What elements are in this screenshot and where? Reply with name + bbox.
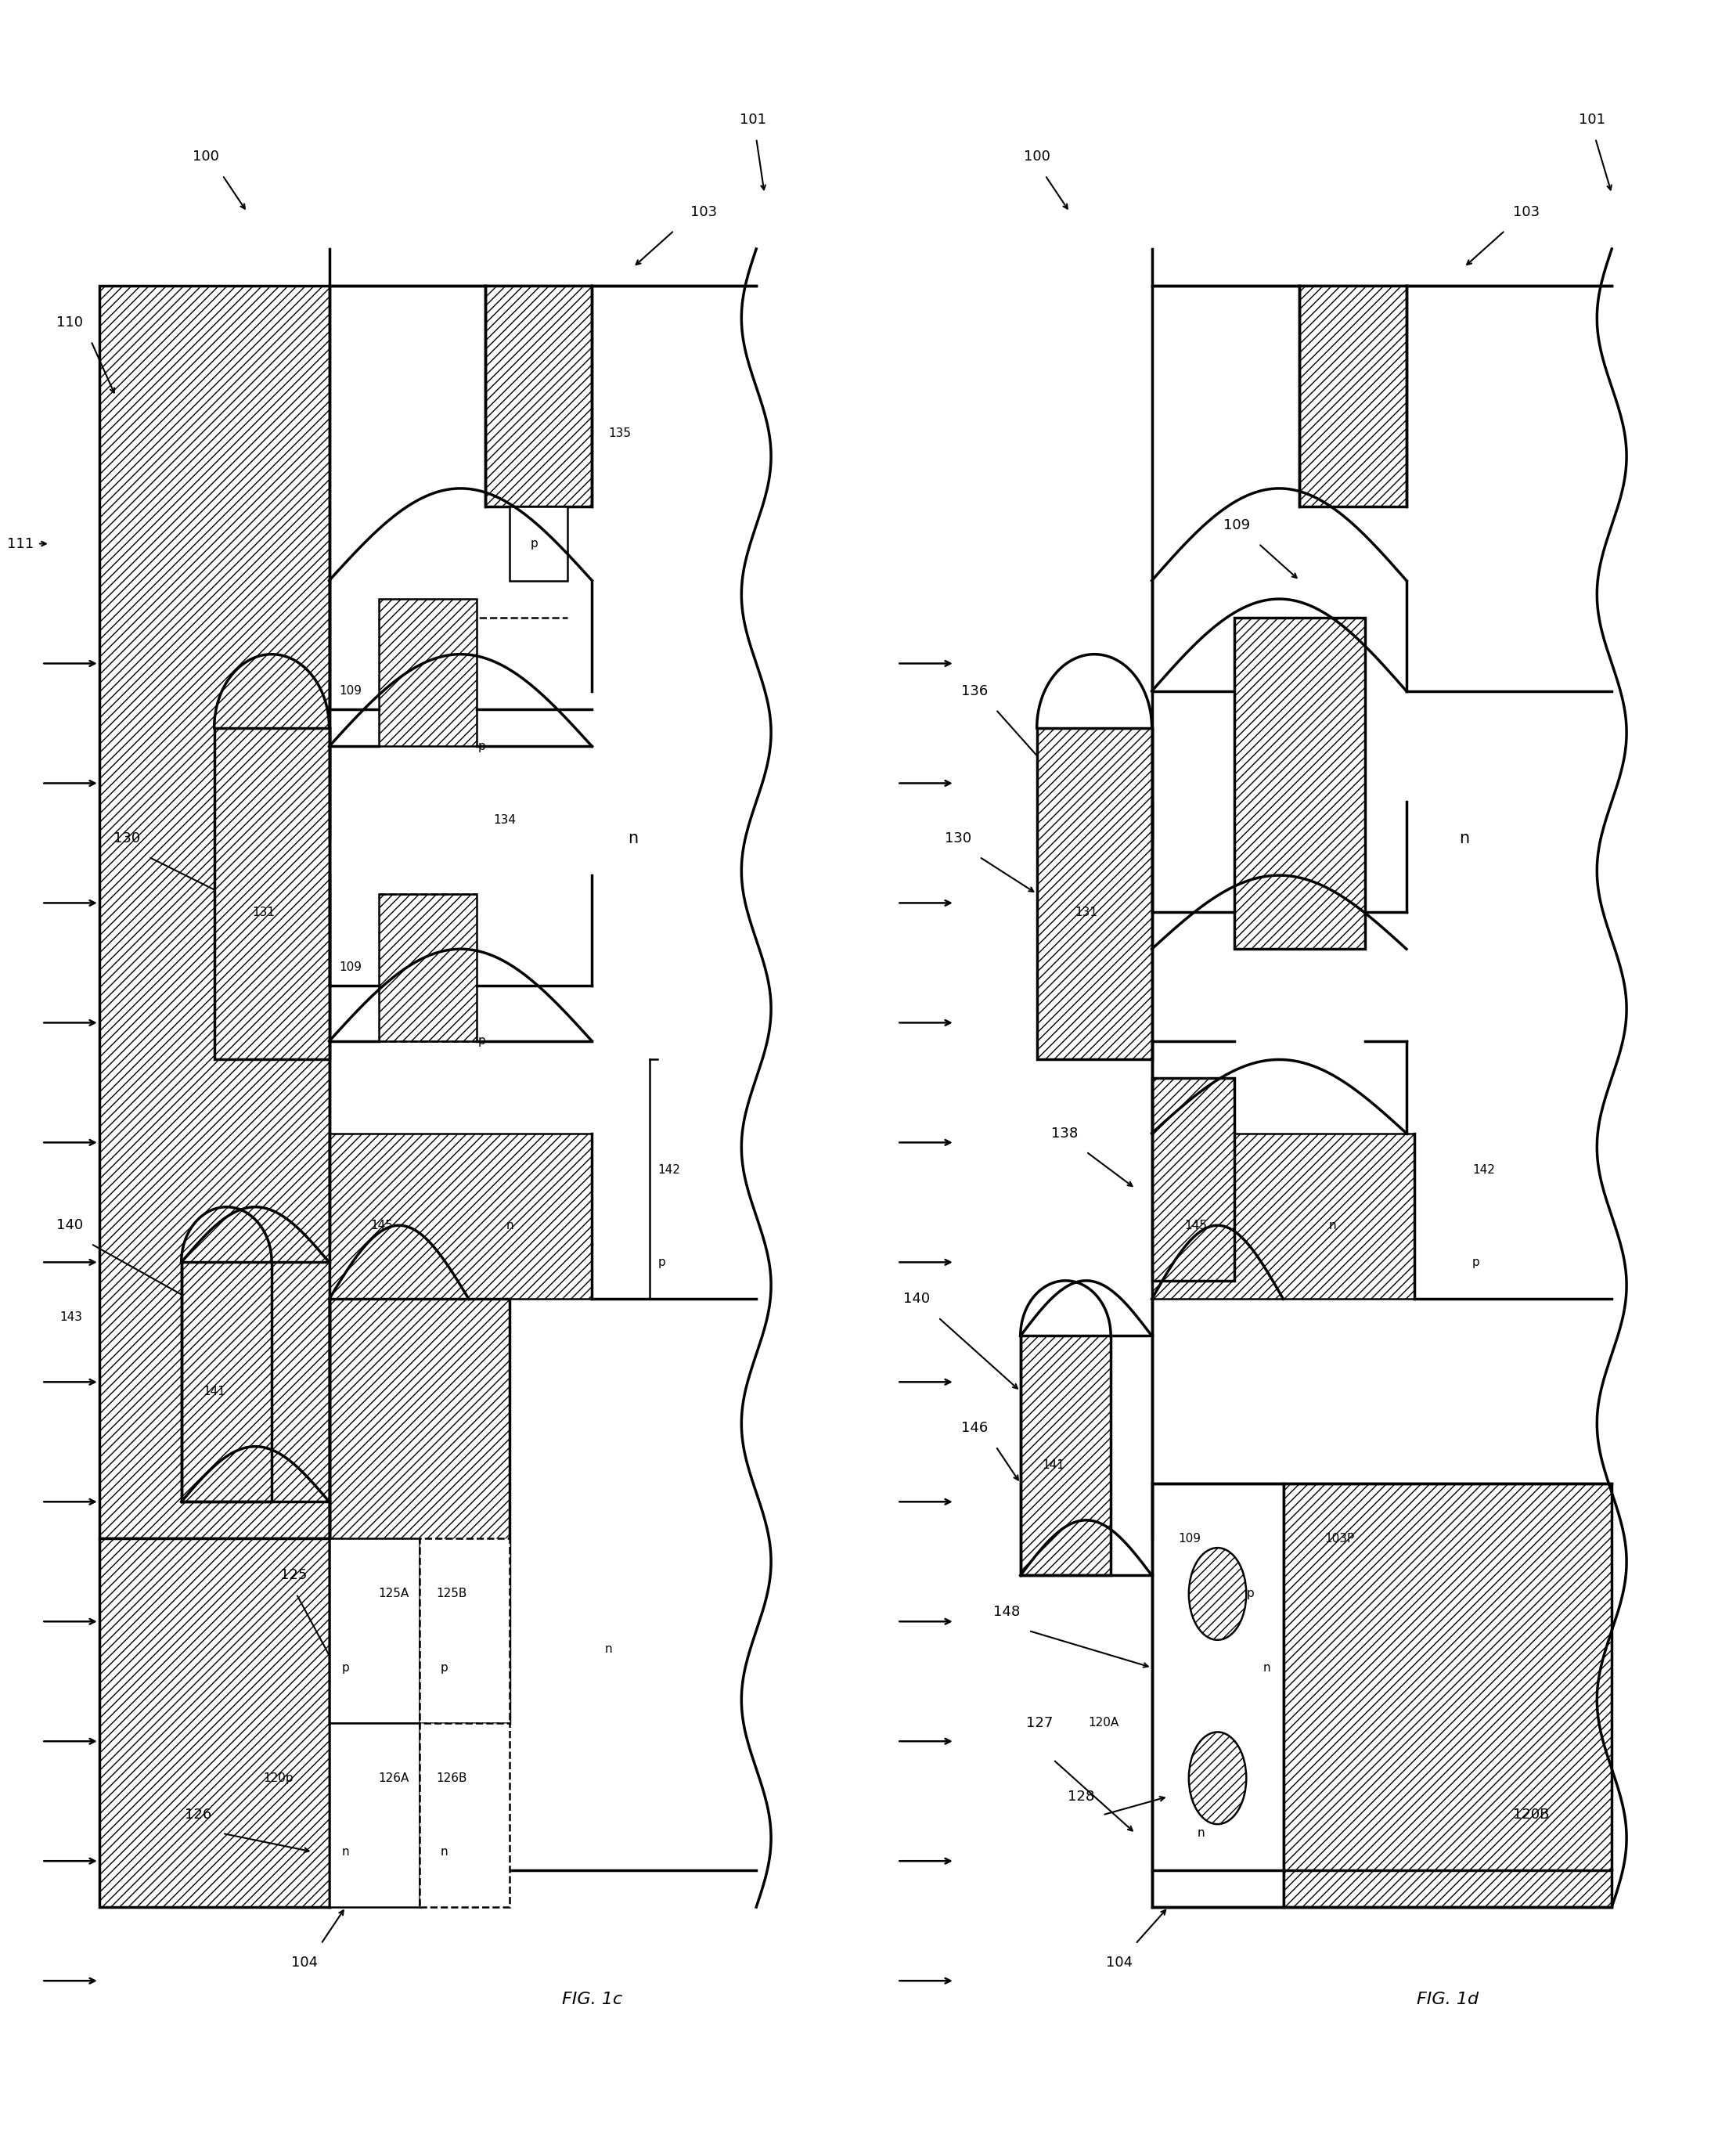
Text: n: n — [628, 830, 638, 847]
Text: n: n — [1198, 1828, 1205, 1839]
Text: 100: 100 — [1023, 149, 1051, 164]
Text: 109: 109 — [339, 686, 363, 696]
Text: p: p — [1247, 1589, 1254, 1600]
Text: 138: 138 — [1051, 1125, 1078, 1141]
Text: 126A: 126A — [378, 1772, 409, 1783]
Text: 127: 127 — [1027, 1716, 1054, 1729]
Text: 126: 126 — [185, 1809, 210, 1822]
Bar — [378, 895, 477, 1041]
Text: n: n — [440, 1846, 448, 1858]
Bar — [214, 729, 329, 1059]
Text: 141: 141 — [1042, 1460, 1064, 1470]
Bar — [99, 287, 329, 1539]
Text: 109: 109 — [339, 962, 363, 972]
Text: 103P: 103P — [1324, 1533, 1353, 1544]
Text: n: n — [342, 1846, 349, 1858]
Text: FIG. 1d: FIG. 1d — [1417, 1992, 1478, 2007]
Text: 148: 148 — [994, 1606, 1020, 1619]
Bar — [329, 1300, 510, 1723]
Text: 120A: 120A — [1088, 1716, 1119, 1729]
Text: 103: 103 — [691, 205, 717, 220]
Bar — [1152, 1483, 1283, 1908]
Text: FIG. 1c: FIG. 1c — [561, 1992, 623, 2007]
Text: p: p — [477, 1035, 486, 1048]
Text: 125: 125 — [281, 1567, 306, 1583]
Text: 131: 131 — [1075, 906, 1097, 918]
Text: 135: 135 — [609, 427, 631, 440]
Text: 110: 110 — [56, 315, 82, 330]
Text: n: n — [1459, 830, 1470, 847]
Text: p: p — [657, 1257, 666, 1268]
Text: 111: 111 — [7, 537, 34, 550]
Text: 100: 100 — [193, 149, 219, 164]
Text: 142: 142 — [657, 1164, 681, 1175]
Text: 143: 143 — [60, 1311, 82, 1324]
Bar — [181, 1261, 272, 1503]
Text: 104: 104 — [291, 1955, 318, 1968]
Text: p: p — [1471, 1257, 1480, 1268]
Text: n: n — [1329, 1220, 1336, 1231]
Bar — [99, 1539, 329, 1908]
Bar — [1283, 1483, 1612, 1908]
Bar — [1020, 1337, 1110, 1576]
Text: 141: 141 — [204, 1386, 226, 1397]
Text: 130: 130 — [944, 832, 972, 845]
Bar — [329, 1539, 419, 1723]
Bar — [510, 507, 568, 580]
Text: 104: 104 — [1105, 1955, 1133, 1968]
Text: 145: 145 — [370, 1220, 394, 1231]
Text: p: p — [342, 1662, 349, 1673]
Ellipse shape — [1189, 1731, 1246, 1824]
Bar — [329, 1134, 592, 1300]
Text: 109: 109 — [1223, 517, 1251, 533]
Ellipse shape — [1189, 1548, 1246, 1641]
Text: 125A: 125A — [378, 1589, 409, 1600]
Bar — [1037, 729, 1152, 1059]
Bar — [378, 599, 477, 746]
Text: 130: 130 — [113, 832, 140, 845]
Text: 101: 101 — [739, 112, 767, 127]
Text: 128: 128 — [1068, 1789, 1095, 1805]
Text: 125B: 125B — [436, 1589, 467, 1600]
Bar — [1300, 287, 1406, 507]
Text: p: p — [530, 537, 539, 550]
Text: 120B: 120B — [1513, 1809, 1550, 1822]
Text: 136: 136 — [962, 683, 987, 699]
Bar — [1234, 617, 1365, 949]
Text: 140: 140 — [903, 1291, 931, 1307]
Text: p: p — [477, 740, 486, 752]
Text: 145: 145 — [1184, 1220, 1208, 1231]
Bar — [419, 1539, 510, 1723]
Text: 140: 140 — [56, 1218, 82, 1233]
Bar — [486, 287, 592, 507]
Text: 146: 146 — [962, 1421, 987, 1436]
Bar — [419, 1723, 510, 1908]
Text: 101: 101 — [1579, 112, 1605, 127]
Text: n: n — [506, 1220, 513, 1231]
Text: p: p — [440, 1662, 448, 1673]
Text: 103: 103 — [1513, 205, 1540, 220]
Bar — [329, 1723, 419, 1908]
Text: 134: 134 — [493, 815, 517, 826]
Text: n: n — [1263, 1662, 1271, 1673]
Text: n: n — [604, 1643, 613, 1656]
Bar — [1152, 1078, 1234, 1281]
Text: 109: 109 — [447, 630, 469, 642]
Bar — [1152, 1134, 1415, 1300]
Text: 126B: 126B — [436, 1772, 467, 1783]
Text: 131: 131 — [252, 906, 275, 918]
Text: 120p: 120p — [263, 1772, 294, 1783]
Text: 142: 142 — [1471, 1164, 1495, 1175]
Text: 109: 109 — [1179, 1533, 1201, 1544]
